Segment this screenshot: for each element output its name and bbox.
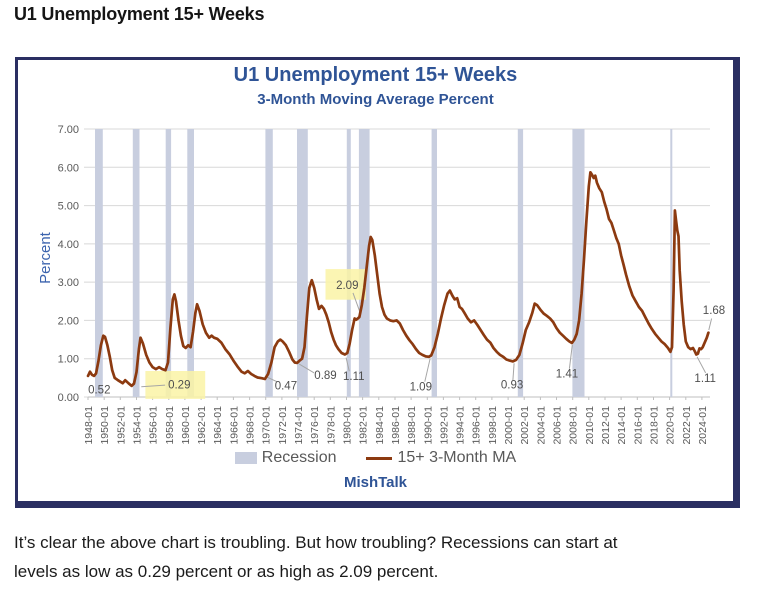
svg-text:1.41: 1.41 — [556, 368, 578, 380]
svg-text:1982-01: 1982-01 — [358, 406, 370, 445]
chart-panel: U1 Unemployment 15+ Weeks 3-Month Moving… — [15, 57, 740, 508]
caption: It’s clear the above chart is troubling.… — [14, 528, 714, 586]
svg-text:1968-01: 1968-01 — [245, 406, 257, 445]
svg-text:0.00: 0.00 — [58, 392, 79, 404]
chart-legend: Recession 15+ 3-Month MA — [18, 449, 733, 467]
svg-text:1958-01: 1958-01 — [164, 406, 176, 445]
svg-text:1962-01: 1962-01 — [196, 406, 208, 445]
svg-text:1978-01: 1978-01 — [325, 406, 337, 445]
svg-text:1976-01: 1976-01 — [309, 406, 321, 445]
svg-text:2014-01: 2014-01 — [616, 406, 628, 445]
svg-text:1956-01: 1956-01 — [148, 406, 160, 445]
svg-text:2020-01: 2020-01 — [665, 406, 677, 445]
svg-text:1980-01: 1980-01 — [342, 406, 354, 445]
svg-text:4.00: 4.00 — [58, 239, 79, 251]
svg-text:1950-01: 1950-01 — [99, 406, 111, 445]
legend-item-series: 15+ 3-Month MA — [366, 449, 516, 467]
svg-text:2012-01: 2012-01 — [600, 406, 612, 445]
svg-text:1996-01: 1996-01 — [471, 406, 483, 445]
svg-text:1986-01: 1986-01 — [390, 406, 402, 445]
svg-text:1948-01: 1948-01 — [83, 406, 95, 445]
svg-text:1.68: 1.68 — [703, 305, 725, 317]
svg-text:0.89: 0.89 — [314, 370, 336, 382]
svg-text:3.00: 3.00 — [58, 277, 79, 289]
svg-text:0.47: 0.47 — [275, 381, 297, 393]
svg-text:2024-01: 2024-01 — [697, 406, 709, 445]
svg-text:1988-01: 1988-01 — [406, 406, 418, 445]
svg-text:6.00: 6.00 — [58, 162, 79, 174]
svg-text:1966-01: 1966-01 — [228, 406, 240, 445]
svg-text:1974-01: 1974-01 — [293, 406, 305, 445]
svg-text:2004-01: 2004-01 — [535, 406, 547, 445]
svg-text:0.29: 0.29 — [168, 379, 190, 391]
svg-text:2002-01: 2002-01 — [519, 406, 531, 445]
svg-text:2008-01: 2008-01 — [568, 406, 580, 445]
svg-text:1952-01: 1952-01 — [115, 406, 127, 445]
legend-recession-label: Recession — [261, 449, 337, 466]
svg-text:2016-01: 2016-01 — [632, 406, 644, 445]
svg-text:1.00: 1.00 — [58, 354, 79, 366]
svg-text:2.09: 2.09 — [336, 280, 358, 292]
svg-text:1994-01: 1994-01 — [455, 406, 467, 445]
brand-mishtalk: MishTalk — [343, 474, 408, 491]
svg-text:1.09: 1.09 — [410, 381, 432, 393]
svg-text:1.11: 1.11 — [694, 373, 716, 385]
svg-text:5.00: 5.00 — [58, 201, 79, 213]
svg-text:1998-01: 1998-01 — [487, 406, 499, 445]
chart-subtitle: 3-Month Moving Average Percent — [257, 91, 494, 108]
legend-series-label: 15+ 3-Month MA — [397, 449, 517, 466]
caption-line-1: It’s clear the above chart is troubling.… — [14, 533, 618, 552]
svg-text:2018-01: 2018-01 — [649, 406, 661, 445]
legend-item-recession: Recession — [234, 449, 337, 467]
recession-swatch — [234, 452, 257, 464]
svg-text:1964-01: 1964-01 — [212, 406, 224, 445]
svg-text:1954-01: 1954-01 — [132, 406, 144, 445]
svg-text:0.52: 0.52 — [88, 384, 110, 396]
svg-text:1990-01: 1990-01 — [422, 406, 434, 445]
svg-text:1984-01: 1984-01 — [374, 406, 386, 445]
svg-text:1992-01: 1992-01 — [438, 406, 450, 445]
svg-text:1970-01: 1970-01 — [261, 406, 273, 445]
svg-text:7.00: 7.00 — [58, 124, 79, 136]
svg-text:2.00: 2.00 — [58, 315, 79, 327]
svg-text:1960-01: 1960-01 — [180, 406, 192, 445]
svg-text:0.93: 0.93 — [501, 380, 523, 392]
svg-text:1.11: 1.11 — [343, 371, 365, 383]
chart-plot: 0.00 1.00 2.00 3.00 4.00 5.00 6.00 7.00 1948-01 1… — [58, 124, 726, 445]
svg-text:2000-01: 2000-01 — [503, 406, 515, 445]
svg-text:2022-01: 2022-01 — [681, 406, 693, 445]
page-title: U1 Unemployment 15+ Weeks — [14, 4, 265, 24]
caption-line-2: levels as low as 0.29 percent or as high… — [14, 562, 439, 581]
series-line-swatch — [366, 456, 393, 460]
chart-title: U1 Unemployment 15+ Weeks — [233, 64, 518, 86]
svg-text:2010-01: 2010-01 — [584, 406, 596, 445]
svg-text:1972-01: 1972-01 — [277, 406, 289, 445]
svg-text:2006-01: 2006-01 — [552, 406, 564, 445]
